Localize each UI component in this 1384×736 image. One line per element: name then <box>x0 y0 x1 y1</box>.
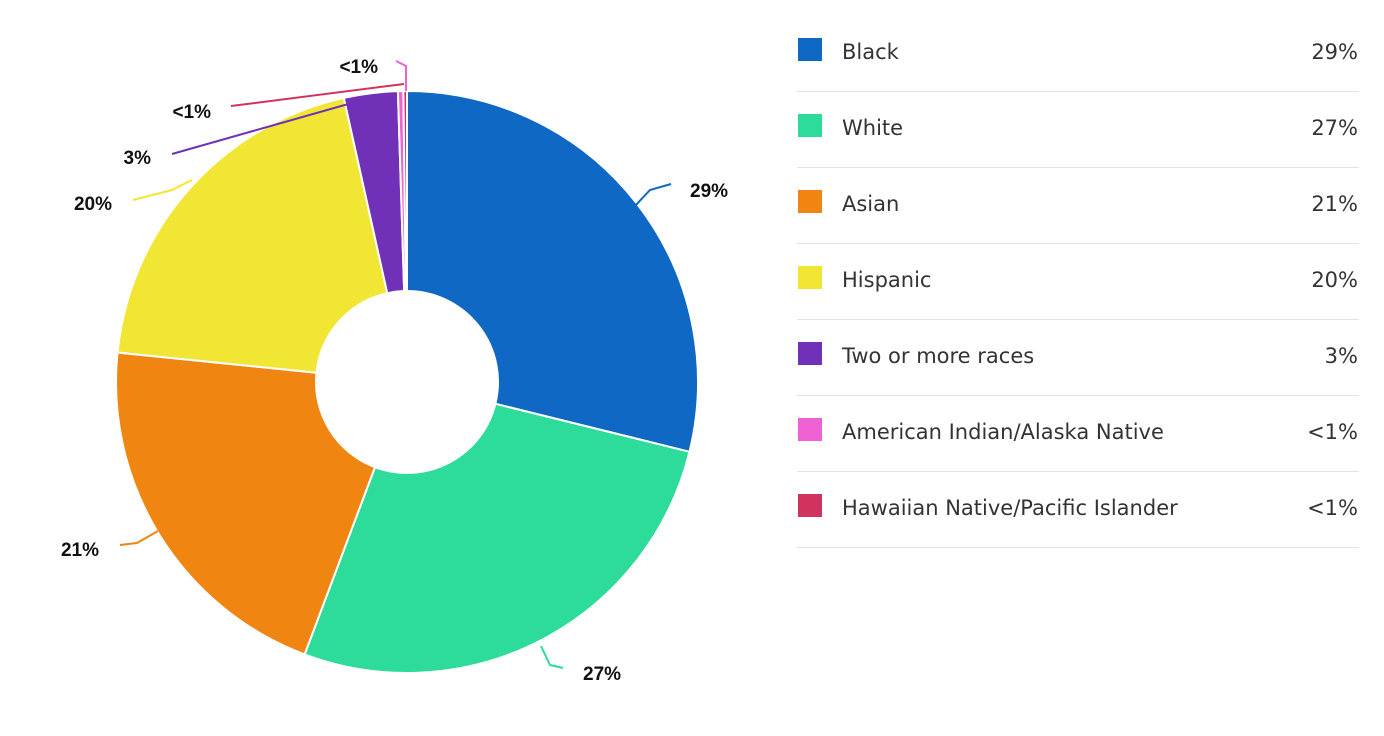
slice-asian[interactable] <box>115 351 377 656</box>
slice-black[interactable] <box>406 89 699 454</box>
legend-item-hispanic[interactable]: Hispanic 20% <box>797 244 1359 320</box>
legend-swatch <box>798 190 822 213</box>
legend-label: Two or more races <box>842 344 1035 368</box>
legend-item-asian[interactable]: Asian 21% <box>797 168 1359 244</box>
connector-black <box>634 183 672 207</box>
legend-swatch <box>798 114 822 137</box>
legend-value: 3% <box>1324 344 1358 368</box>
legend-item-black[interactable]: Black 29% <box>797 16 1359 92</box>
legend-swatch <box>798 38 822 61</box>
slice-hispanic[interactable] <box>116 96 389 374</box>
legend-value: <1% <box>1307 496 1358 520</box>
legend-label: American Indian/Alaska Native <box>842 420 1164 444</box>
legend-swatch <box>798 418 822 441</box>
legend-item-white[interactable]: White 27% <box>797 92 1359 168</box>
connector-white <box>540 645 564 669</box>
slice-hawaiian-native-pacific-islander[interactable] <box>402 89 408 293</box>
data-label-two-or-more-races: 3% <box>124 148 152 169</box>
legend-item-american-indian-alaska-native[interactable]: American Indian/Alaska Native <1% <box>797 396 1359 472</box>
legend-item-hawaiian-native-pacific-islander[interactable]: Hawaiian Native/Pacific Islander <1% <box>797 472 1359 548</box>
legend-value: 20% <box>1311 268 1358 292</box>
legend-value: 21% <box>1311 192 1358 216</box>
legend-value: <1% <box>1307 420 1358 444</box>
legend-label: Black <box>842 40 899 64</box>
legend-swatch <box>798 342 822 365</box>
connector-hispanic <box>132 179 193 201</box>
data-label-hawaiian-native-pacific-islander: <1% <box>172 102 211 123</box>
legend-value: 27% <box>1311 116 1358 140</box>
data-label-hispanic: 20% <box>74 194 112 215</box>
donut-chart: 29% 27% 21% 20% 3% <1% <1% <box>61 57 728 685</box>
data-label-white: 27% <box>583 664 621 685</box>
connector-american-indian-alaska-native <box>395 60 407 91</box>
legend-swatch <box>798 266 822 289</box>
legend-swatch <box>798 494 822 517</box>
data-label-black: 29% <box>690 181 728 202</box>
legend-value: 29% <box>1311 40 1358 64</box>
data-label-american-indian-alaska-native: <1% <box>339 57 378 78</box>
legend-item-two-or-more-races[interactable]: Two or more races 3% <box>797 320 1359 396</box>
slice-white[interactable] <box>303 402 691 674</box>
chart-legend: Black 29% White 27% Asian 21% Hispanic 20% Two o… <box>797 16 1359 548</box>
connector-asian <box>119 530 159 546</box>
data-label-asian: 21% <box>61 540 99 561</box>
legend-label: Hawaiian Native/Pacific Islander <box>842 496 1178 520</box>
connector-hawaiian-native-pacific-islander <box>230 83 405 107</box>
legend-label: Hispanic <box>842 268 932 292</box>
legend-label: Asian <box>842 192 900 216</box>
legend-label: White <box>842 116 904 140</box>
connector-two-or-more-races <box>171 94 381 155</box>
